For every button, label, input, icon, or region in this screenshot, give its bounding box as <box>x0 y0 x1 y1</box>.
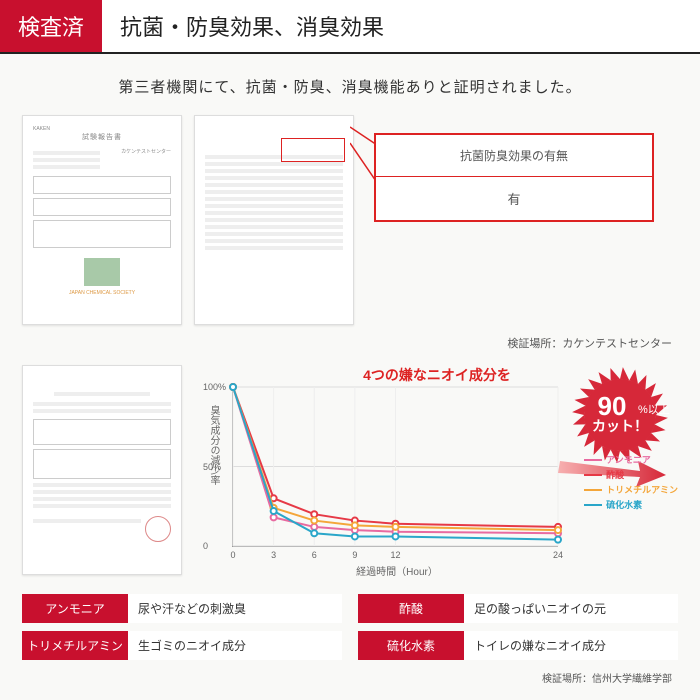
legend-item: アンモニア <box>584 453 678 466</box>
burst-number: 90 <box>598 391 627 421</box>
chart-area: 4つの嫌なニオイ成分を 90 %以上 カット！ 臭気成分の減少率 050%100… <box>196 365 678 578</box>
odor-row: トリメチルアミン生ゴミのニオイ成分 <box>22 631 342 660</box>
y-axis-label: 臭気成分の減少率 <box>206 405 221 485</box>
page: 検査済 抗菌・防臭効果、消臭効果 第三者機関にて、抗菌・防臭、消臭機能ありと証明… <box>0 0 700 700</box>
doc1-title: 試験報告書 <box>33 132 171 142</box>
lower-row: 4つの嫌なニオイ成分を 90 %以上 カット！ 臭気成分の減少率 050%100… <box>0 359 700 578</box>
certified-badge: 検査済 <box>0 0 102 52</box>
legend-item: 硫化水素 <box>584 498 678 511</box>
documents-row: KAKEN 試験報告書 カケンテストセンター JAPAN CHEMICAL SO… <box>0 115 700 325</box>
header: 検査済 抗菌・防臭効果、消臭効果 <box>0 0 700 54</box>
odor-row: 酢酸足の酸っぱいニオイの元 <box>358 594 678 623</box>
page-title: 抗菌・防臭効果、消臭効果 <box>102 0 700 52</box>
cert-location-2: 検証場所：信州大学繊維学部 <box>0 666 700 689</box>
odor-row: アンモニア尿や汗などの刺激臭 <box>22 594 342 623</box>
report-doc-1: KAKEN 試験報告書 カケンテストセンター JAPAN CHEMICAL SO… <box>22 115 182 325</box>
odor-desc: 尿や汗などの刺激臭 <box>128 594 342 623</box>
legend: アンモニア酢酸トリメチルアミン硫化水素 <box>584 451 678 513</box>
cert-location-1: 検証場所：カケンテストセンター <box>0 325 700 359</box>
subtitle: 第三者機関にて、抗菌・防臭、消臭機能ありと証明されました。 <box>0 54 700 115</box>
report-doc-3 <box>22 365 182 575</box>
seal-icon <box>145 516 171 542</box>
odor-desc: 足の酸っぱいニオイの元 <box>464 594 678 623</box>
odor-grid: アンモニア尿や汗などの刺激臭酢酸足の酸っぱいニオイの元トリメチルアミン生ゴミのニ… <box>0 578 700 666</box>
odor-desc: トイレの嫌なニオイ成分 <box>464 631 678 660</box>
odor-desc: 生ゴミのニオイ成分 <box>128 631 342 660</box>
odor-tag: 酢酸 <box>358 594 464 623</box>
line-chart: 050%100%03691224 <box>232 387 558 547</box>
x-axis-label: 経過時間（Hour） <box>116 563 678 578</box>
callout-box: 抗菌防臭効果の有無 有 <box>374 133 654 222</box>
callout-source-box <box>281 138 345 162</box>
report-doc-2 <box>194 115 354 325</box>
callout-wrap: 抗菌防臭効果の有無 有 <box>366 115 654 222</box>
legend-item: 酢酸 <box>584 468 678 481</box>
svg-text:カット！: カット！ <box>592 418 648 434</box>
stamp-icon <box>84 258 120 286</box>
svg-text:%以上: %以上 <box>638 403 670 416</box>
legend-item: トリメチルアミン <box>584 483 678 496</box>
odor-tag: アンモニア <box>22 594 128 623</box>
odor-row: 硫化水素トイレの嫌なニオイ成分 <box>358 631 678 660</box>
starburst-badge: 90 %以上 カット！ <box>570 365 670 465</box>
odor-tag: 硫化水素 <box>358 631 464 660</box>
callout-top: 抗菌防臭効果の有無 <box>376 135 652 177</box>
callout-bottom: 有 <box>376 177 652 220</box>
odor-tag: トリメチルアミン <box>22 631 128 660</box>
